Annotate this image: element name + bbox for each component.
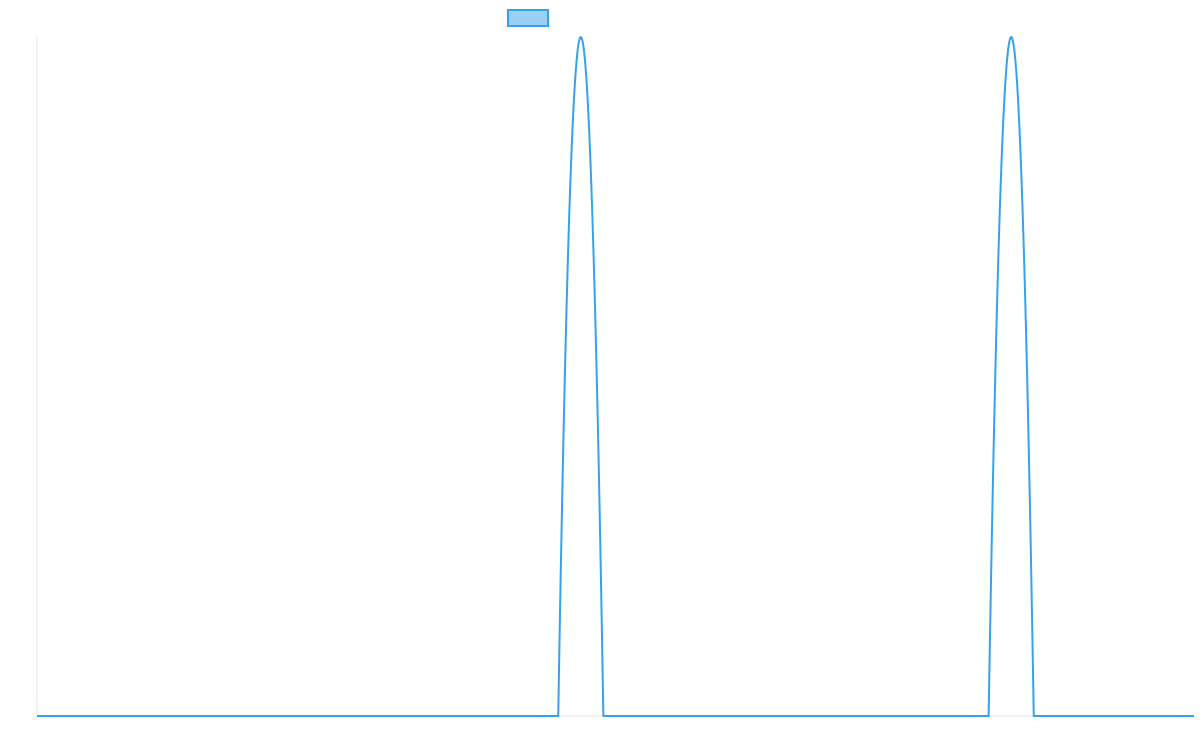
legend[interactable] (507, 9, 549, 27)
series-line-0 (37, 36, 1194, 717)
series-layer (37, 36, 1194, 717)
legend-swatch[interactable] (507, 9, 549, 27)
